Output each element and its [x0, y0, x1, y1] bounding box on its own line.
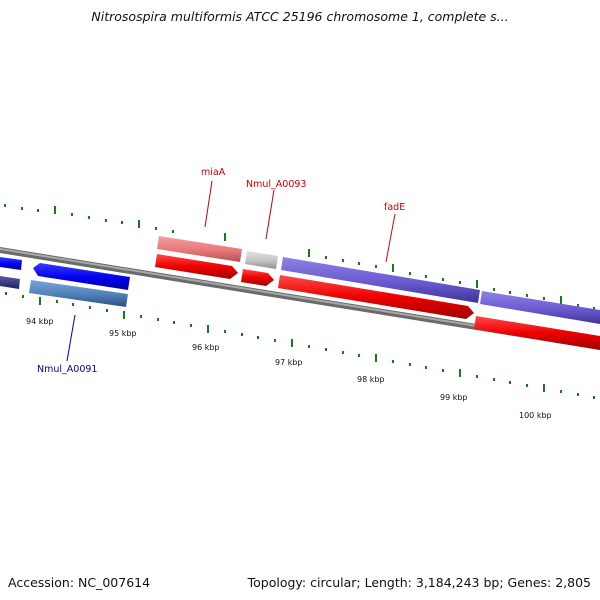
gene-label-fadE[interactable]: fadE — [384, 202, 405, 213]
label-leader-lines — [66, 180, 396, 362]
gene-nmul-a0091-arrow[interactable] — [33, 263, 130, 290]
tick-label-98kbp: 98 kbp — [357, 375, 385, 384]
tick-label-97kbp: 97 kbp — [275, 358, 303, 367]
gene-nmul-a0093[interactable] — [245, 251, 278, 269]
gene-label-nmul-a0093[interactable]: Nmul_A0093 — [246, 179, 306, 190]
outer-tick-track — [4, 204, 595, 310]
gene-nmul-a0091[interactable] — [29, 280, 128, 307]
map-title: Nitrosospira multiformis ATCC 25196 chro… — [91, 9, 509, 24]
gene-label-miaA[interactable]: miaA — [201, 167, 226, 178]
gene-left-edge-navy[interactable] — [0, 276, 20, 289]
cds-fadE-continued[interactable] — [474, 316, 600, 350]
tick-label-94kbp: 94 kbp — [26, 317, 54, 326]
gene-miaA[interactable] — [157, 236, 242, 262]
cds-nmul-a0093[interactable] — [241, 269, 274, 286]
gene-fadE-continued[interactable] — [480, 291, 600, 324]
cds-fadE[interactable] — [278, 275, 474, 319]
tick-label-100kbp: 100 kbp — [519, 411, 552, 420]
gene-left-edge-blue[interactable] — [0, 257, 22, 270]
tick-label-95kbp: 95 kbp — [109, 329, 137, 338]
genome-stats-label: Topology: circular; Length: 3,184,243 bp… — [247, 575, 591, 590]
tick-label-96kbp: 96 kbp — [192, 343, 220, 352]
inner-tick-track — [5, 292, 595, 399]
accession-label: Accession: NC_007614 — [8, 575, 151, 590]
chromosome-backbone — [0, 247, 600, 350]
gene-label-nmul-a0091[interactable]: Nmul_A0091 — [37, 364, 97, 375]
tick-label-99kbp: 99 kbp — [440, 393, 468, 402]
gene-fadE[interactable] — [281, 257, 480, 303]
cds-miaA[interactable] — [155, 254, 238, 279]
